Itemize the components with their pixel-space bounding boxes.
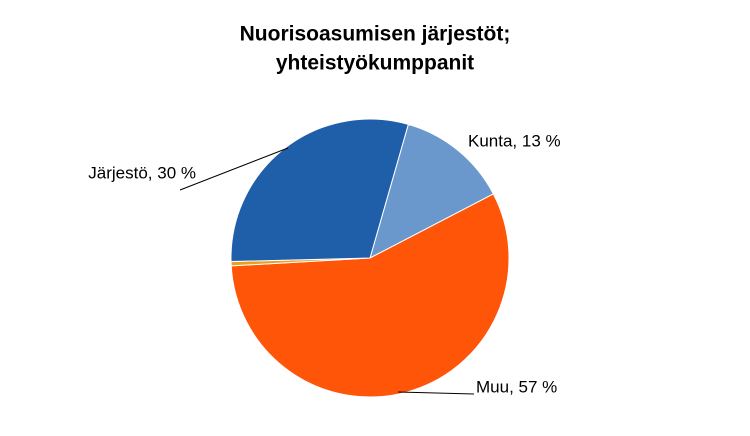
data-label: Järjestö, 30 % bbox=[88, 163, 196, 182]
chart-title: yhteistyökumppanit bbox=[276, 52, 474, 75]
data-label: Kunta, 13 % bbox=[468, 131, 561, 150]
chart-title: Nuorisoasumisen järjestöt; bbox=[240, 23, 511, 46]
pie-slice bbox=[230, 118, 409, 263]
data-label: Muu, 57 % bbox=[476, 377, 557, 396]
leader-line bbox=[397, 391, 475, 395]
leader-line bbox=[179, 147, 289, 191]
pie-slice bbox=[369, 123, 495, 259]
